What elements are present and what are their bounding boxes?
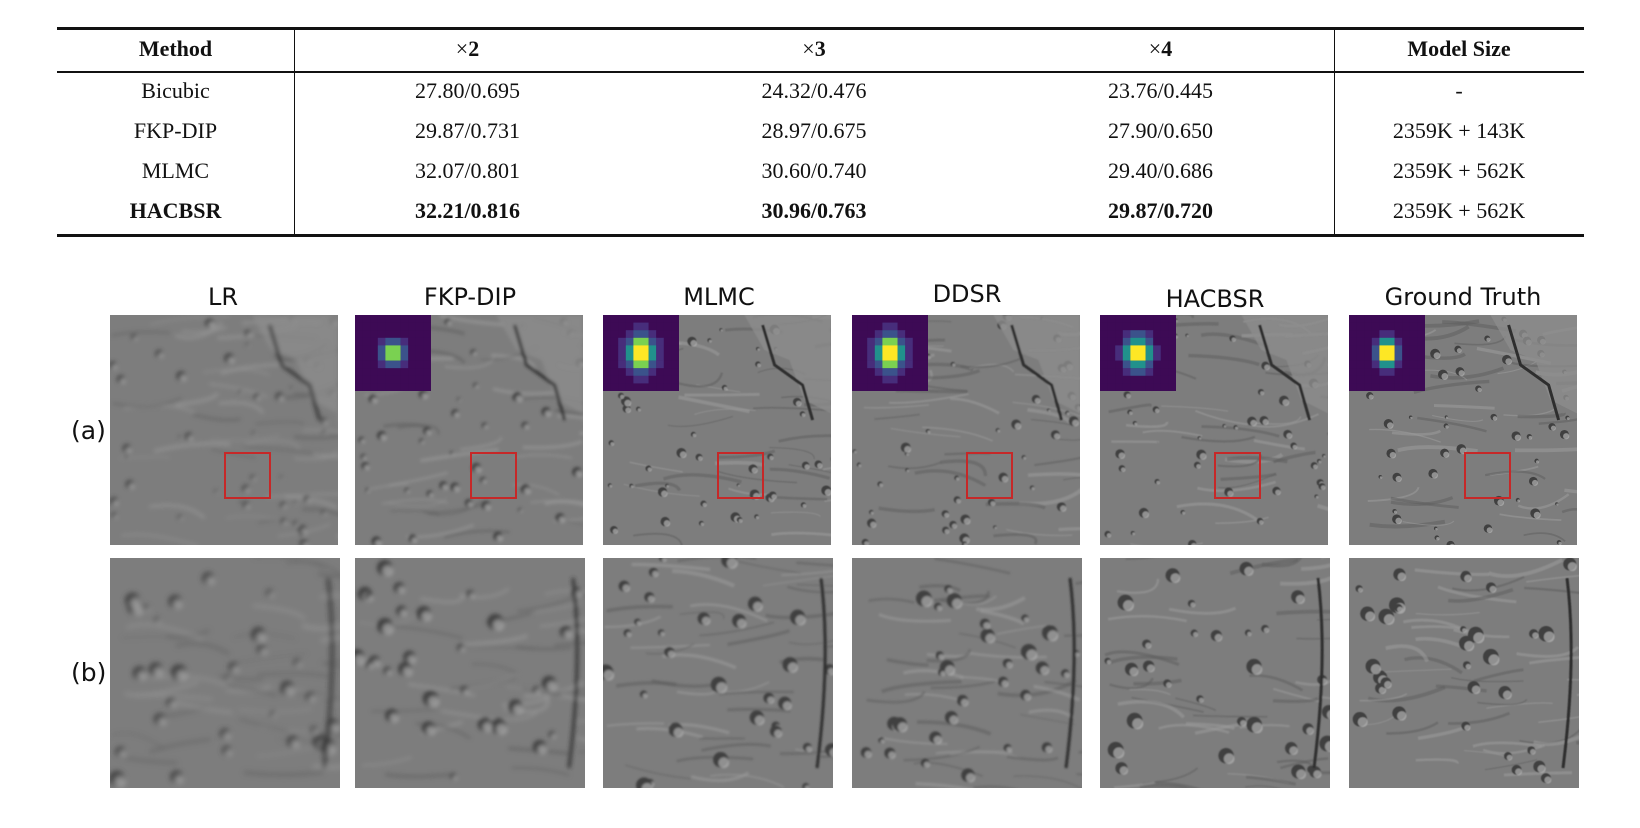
table-divider-right	[1334, 27, 1335, 237]
row-hacbsr-x4: 29.87/0.720	[1107, 198, 1214, 223]
row-label-b: (b)	[71, 658, 107, 687]
panel-b-mlmc	[603, 558, 833, 788]
col-title-hacbsr: HACBSR	[1165, 285, 1265, 313]
kernel-heatmap	[1349, 315, 1425, 391]
header-model-size: Model Size	[1407, 36, 1511, 61]
zoomed-terrain-image	[355, 558, 585, 788]
zoomed-terrain-image	[110, 558, 340, 788]
row-bicubic-size: -	[1455, 78, 1463, 103]
row-hacbsr-method: HACBSR	[129, 198, 222, 223]
panel-a-hacbsr	[1100, 315, 1328, 545]
roi-box	[470, 452, 517, 499]
row-mlmc-x4: 29.40/0.686	[1107, 158, 1214, 183]
row-fkpdip-size: 2359K + 143K	[1392, 118, 1526, 143]
header-method: Method	[138, 36, 213, 61]
kernel-heatmap	[603, 315, 679, 391]
row-mlmc-x3: 30.60/0.740	[761, 158, 867, 183]
panel-a-ground-truth	[1349, 315, 1577, 545]
row-fkpdip-x3: 28.97/0.675	[761, 118, 867, 143]
kernel-inset	[1349, 315, 1425, 391]
row-fkpdip-x4: 27.90/0.650	[1107, 118, 1214, 143]
zoomed-terrain-image	[603, 558, 833, 788]
row-hacbsr-x2: 32.21/0.816	[414, 198, 521, 223]
panel-a-fkpdip	[355, 315, 583, 545]
row-fkpdip-method: FKP-DIP	[133, 118, 218, 143]
col-title-ground-truth: Ground Truth	[1384, 283, 1542, 311]
zoomed-terrain-image	[1349, 558, 1579, 788]
row-hacbsr-x3: 30.96/0.763	[761, 198, 867, 223]
zoomed-terrain-image	[1100, 558, 1330, 788]
row-fkpdip-x2: 29.87/0.731	[414, 118, 521, 143]
kernel-inset	[852, 315, 928, 391]
row-label-a: (a)	[71, 416, 106, 445]
kernel-heatmap	[355, 315, 431, 391]
row-bicubic-x2: 27.80/0.695	[414, 78, 521, 103]
panel-b-hacbsr	[1100, 558, 1330, 788]
row-mlmc-x2: 32.07/0.801	[414, 158, 521, 183]
roi-box	[1214, 452, 1261, 499]
panel-a-ddsr	[852, 315, 1080, 545]
kernel-heatmap	[852, 315, 928, 391]
terrain-image	[1100, 315, 1328, 545]
table-top-rule	[57, 27, 1584, 30]
row-bicubic-x3: 24.32/0.476	[761, 78, 867, 103]
kernel-inset	[603, 315, 679, 391]
panel-b-ddsr	[852, 558, 1082, 788]
roi-box	[717, 452, 764, 499]
panel-a-lr	[110, 315, 338, 545]
table-header-rule	[57, 71, 1584, 73]
terrain-image	[110, 315, 338, 545]
col-title-lr: LR	[207, 283, 239, 311]
table-bottom-rule	[57, 234, 1584, 237]
row-bicubic-method: Bicubic	[141, 78, 210, 103]
results-table: Method ×2 ×3 ×4 Model Size Bicubic 27.80…	[57, 27, 1584, 237]
zoomed-terrain-image	[852, 558, 1082, 788]
panel-b-lr	[110, 558, 340, 788]
col-title-mlmc: MLMC	[683, 283, 755, 311]
header-x3: ×3	[802, 36, 826, 61]
panel-a-mlmc	[603, 315, 831, 545]
table-divider-left	[294, 27, 295, 237]
row-hacbsr-size: 2359K + 562K	[1392, 198, 1526, 223]
kernel-inset	[355, 315, 431, 391]
header-x4: ×4	[1148, 36, 1173, 61]
roi-box	[1464, 452, 1511, 499]
terrain-image	[603, 315, 831, 545]
roi-box	[966, 452, 1013, 499]
panel-b-ground-truth	[1349, 558, 1579, 788]
roi-box	[224, 452, 271, 499]
panel-b-fkpdip	[355, 558, 585, 788]
row-mlmc-method: MLMC	[141, 158, 210, 183]
kernel-heatmap	[1100, 315, 1176, 391]
kernel-inset	[1100, 315, 1176, 391]
col-title-fkpdip: FKP-DIP	[423, 283, 517, 311]
row-mlmc-size: 2359K + 562K	[1392, 158, 1526, 183]
row-bicubic-x4: 23.76/0.445	[1107, 78, 1214, 103]
header-x2: ×2	[455, 36, 480, 61]
col-title-ddsr: DDSR	[932, 280, 1002, 308]
